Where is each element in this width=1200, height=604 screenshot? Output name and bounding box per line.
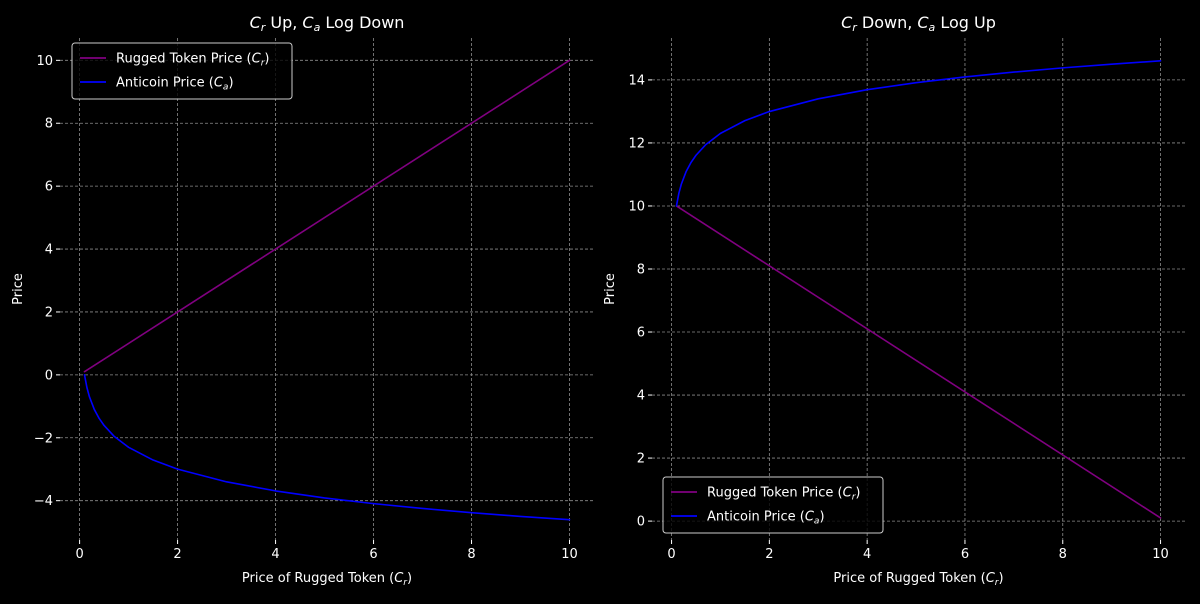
x-axis-label: Price of Rugged Token (Cr​) [833, 571, 1003, 588]
y-axis-label: Price [11, 273, 26, 305]
x-tick-label: 0 [75, 547, 83, 562]
x-tick-label: 10 [1152, 547, 1169, 562]
chart-title: Cr​ Up, Ca​ Log Down [250, 13, 405, 34]
y-axis-label: Price [603, 273, 618, 305]
y-tick-label: 14 [628, 73, 645, 88]
x-tick-label: 8 [467, 547, 475, 562]
y-tick-label: 2 [637, 452, 645, 467]
y-tick-label: 10 [36, 54, 53, 69]
chart-1: 0 2 4 6 8 10 −4 −2 0 2 4 6 8 10 Cr​ Up, Ca​ Log Down Pr… [11, 13, 594, 588]
legend: Rugged Token Price (Cr​) Anticoin Price (… [662, 476, 884, 534]
x-axis-label: Price of Rugged Token (Cr​) [242, 571, 412, 588]
y-tick-label: 0 [45, 368, 53, 383]
y-tick-label: 8 [45, 117, 53, 132]
legend-label: Rugged Token Price (Cr​) [707, 486, 860, 503]
x-tick-label: 6 [369, 547, 377, 562]
legend-label: Rugged Token Price (Cr​) [116, 52, 269, 69]
y-tick-label: 6 [45, 180, 53, 195]
chart-title: Cr​ Down, Ca​ Log Up [841, 13, 996, 34]
x-tick-label: 0 [667, 547, 675, 562]
x-tick-label: 2 [173, 547, 181, 562]
legend-box [662, 476, 884, 534]
x-tick-label: 2 [765, 547, 773, 562]
y-tick-label: 8 [637, 262, 645, 277]
legend-label: Anticoin Price (Ca​) [707, 510, 825, 527]
x-tick-label: 6 [961, 547, 969, 562]
y-tick-label: 10 [628, 199, 645, 214]
series-line-rugged-token [83, 59, 571, 373]
legend-label: Anticoin Price (Ca​) [116, 76, 234, 93]
x-tick-label: 4 [863, 547, 871, 562]
series-line-anticoin [675, 60, 1162, 207]
y-tick-label: 0 [637, 515, 645, 530]
y-tick-label: 2 [45, 305, 53, 320]
y-tick-label: 4 [637, 389, 645, 404]
series-line-rugged-token [675, 205, 1162, 519]
y-tick-label: −4 [34, 494, 53, 509]
chart-grid [652, 38, 1185, 540]
y-tick-label: 6 [637, 326, 645, 341]
series-line-anticoin [83, 374, 571, 521]
legend: Rugged Token Price (Cr​) Anticoin Price (… [71, 42, 293, 100]
chart-2: 0 2 4 6 8 10 0 2 4 6 8 10 12 14 Cr​ Down, Ca​ Log Up Pr… [603, 13, 1185, 588]
legend-box [71, 42, 293, 100]
x-tick-label: 8 [1059, 547, 1067, 562]
x-tick-label: 4 [271, 547, 279, 562]
y-tick-label: 4 [45, 243, 53, 258]
y-tick-label: −2 [34, 431, 53, 446]
x-tick-label: 10 [561, 547, 578, 562]
y-tick-label: 12 [628, 136, 645, 151]
chart-grid [60, 38, 594, 540]
